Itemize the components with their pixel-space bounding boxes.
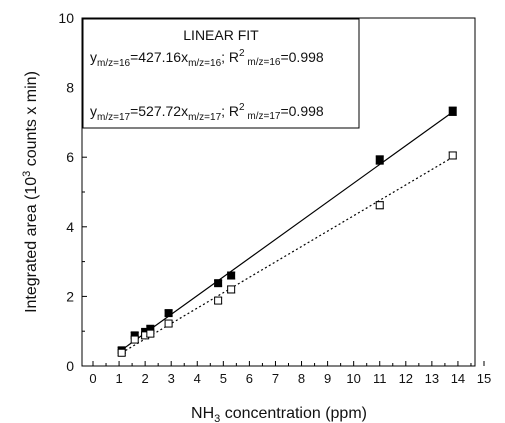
legend-box xyxy=(82,18,360,129)
data-point-filled xyxy=(164,309,173,318)
data-point-open xyxy=(227,285,236,294)
data-point-open xyxy=(146,329,155,338)
data-point-filled xyxy=(375,155,384,164)
y-tick-label: 0 xyxy=(66,358,74,374)
x-tick-label: 10 xyxy=(346,371,360,386)
y-tick-label: 10 xyxy=(58,10,74,26)
data-point-open xyxy=(375,201,384,210)
x-tick-label: 15 xyxy=(477,371,491,386)
x-tick-label: 13 xyxy=(425,371,439,386)
data-point-open xyxy=(164,319,173,328)
x-tick-label: 12 xyxy=(399,371,413,386)
data-point-open xyxy=(448,151,457,160)
y-tick-label: 6 xyxy=(66,149,74,165)
legend-title: LINEAR FIT xyxy=(183,27,259,43)
x-tick-label: 14 xyxy=(451,371,465,386)
legend-eq-2: ym/z=17=527.72xm/z=17; R2 m/z=17=0.998 xyxy=(90,102,324,123)
x-tick-label: 1 xyxy=(115,371,122,386)
y-tick-label: 4 xyxy=(66,219,74,235)
x-tick-label: 6 xyxy=(246,371,253,386)
data-point-open xyxy=(117,348,126,357)
data-point-filled xyxy=(448,107,457,116)
x-tick-label: 8 xyxy=(298,371,305,386)
x-tick-label: 9 xyxy=(324,371,331,386)
legend-eq-1: ym/z=16=427.16xm/z=16; R2 m/z=16=0.998 xyxy=(90,48,324,69)
x-tick-label: 3 xyxy=(168,371,175,386)
y-axis-label: Integrated area (103 counts x min) xyxy=(21,71,40,313)
x-axis-label: NH3 concentration (ppm) xyxy=(191,405,367,423)
fit-line-series-2 xyxy=(121,156,454,354)
x-tick-label: 4 xyxy=(194,371,201,386)
x-tick-label: 0 xyxy=(89,371,96,386)
data-point-open xyxy=(214,296,223,305)
fit-line-series-1 xyxy=(121,111,454,351)
y-tick-label: 8 xyxy=(66,80,74,96)
x-tick-label: 5 xyxy=(220,371,227,386)
y-tick-label: 2 xyxy=(66,288,74,304)
x-tick-label: 7 xyxy=(272,371,279,386)
data-point-filled xyxy=(227,271,236,280)
data-point-filled xyxy=(214,279,223,288)
x-tick-label: 11 xyxy=(373,371,387,386)
data-point-open xyxy=(130,335,139,344)
x-tick-label: 2 xyxy=(142,371,149,386)
